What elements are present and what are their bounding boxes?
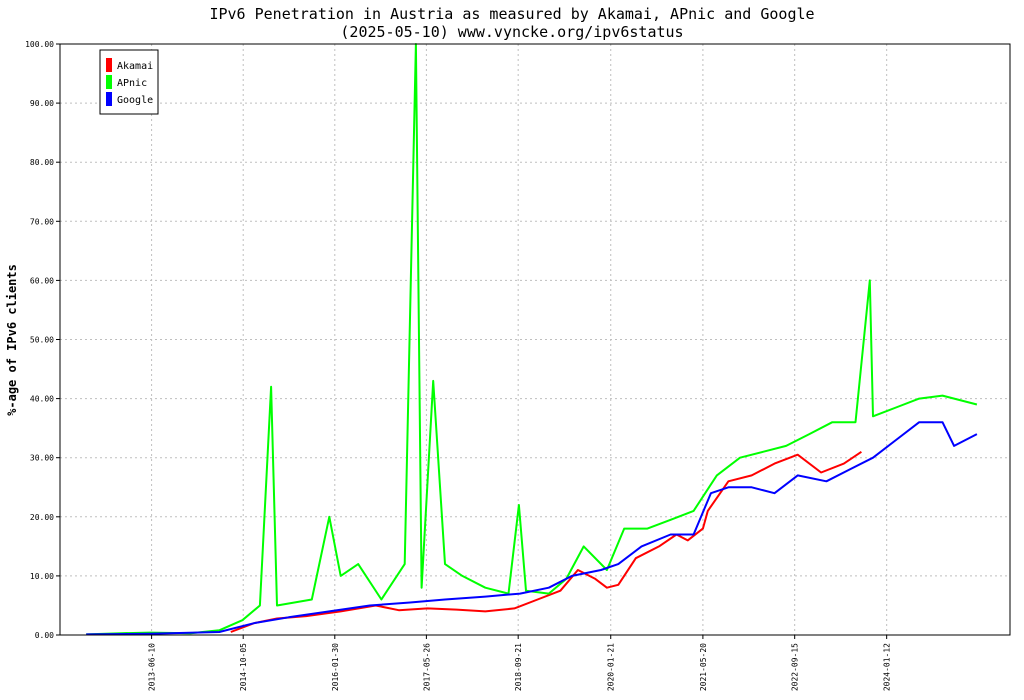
y-tick-label: 90.00 bbox=[30, 99, 54, 108]
x-tick-label: 2013-06-10 bbox=[148, 643, 157, 691]
series-layer bbox=[86, 43, 978, 636]
x-tick-label: 2021-05-20 bbox=[699, 643, 708, 691]
legend-label-apnic: APnic bbox=[117, 78, 147, 89]
legend-swatch-apnic bbox=[106, 75, 112, 89]
x-tick-label: 2018-09-21 bbox=[514, 643, 523, 691]
y-tick-label: 0.00 bbox=[35, 631, 54, 640]
y-axis-label: %-age of IPv6 clients bbox=[5, 264, 19, 416]
legend-swatch-google bbox=[106, 92, 112, 106]
y-tick-label: 30.00 bbox=[30, 454, 54, 463]
x-axis: 2013-06-10 2014-10-05 2016-01-30 2017-05-26… bbox=[148, 635, 892, 691]
chart-subtitle: (2025-05-10) www.vyncke.org/ipv6status bbox=[340, 23, 683, 41]
series-line-google bbox=[86, 421, 978, 636]
x-tick-label: 2014-10-05 bbox=[239, 643, 248, 691]
legend-label-akamai: Akamai bbox=[117, 61, 153, 72]
y-tick-label: 10.00 bbox=[30, 572, 54, 581]
legend-label-google: Google bbox=[117, 95, 153, 106]
x-tick-label: 2022-09-15 bbox=[791, 643, 800, 691]
y-tick-label: 70.00 bbox=[30, 217, 54, 226]
legend: Akamai APnic Google bbox=[99, 49, 159, 115]
series-line-akamai bbox=[230, 450, 862, 633]
y-tick-label: 40.00 bbox=[30, 395, 54, 404]
y-tick-label: 80.00 bbox=[30, 158, 54, 167]
y-tick-label: 100.00 bbox=[25, 40, 54, 49]
series-line-apnic bbox=[86, 43, 978, 636]
legend-swatch-akamai bbox=[106, 58, 112, 72]
y-tick-label: 50.00 bbox=[30, 336, 54, 345]
x-tick-label: 2024-01-12 bbox=[883, 643, 892, 691]
grid bbox=[60, 44, 1010, 635]
x-tick-label: 2017-05-26 bbox=[422, 643, 431, 691]
chart-title: IPv6 Penetration in Austria as measured … bbox=[209, 5, 814, 23]
x-tick-label: 2016-01-30 bbox=[331, 643, 340, 691]
y-axis: 0.00 10.00 20.00 30.00 40.00 50.00 60.00 70.00 8… bbox=[25, 40, 60, 640]
x-tick-label: 2020-01-21 bbox=[607, 643, 616, 691]
y-tick-label: 60.00 bbox=[30, 276, 54, 285]
y-tick-label: 20.00 bbox=[30, 513, 54, 522]
